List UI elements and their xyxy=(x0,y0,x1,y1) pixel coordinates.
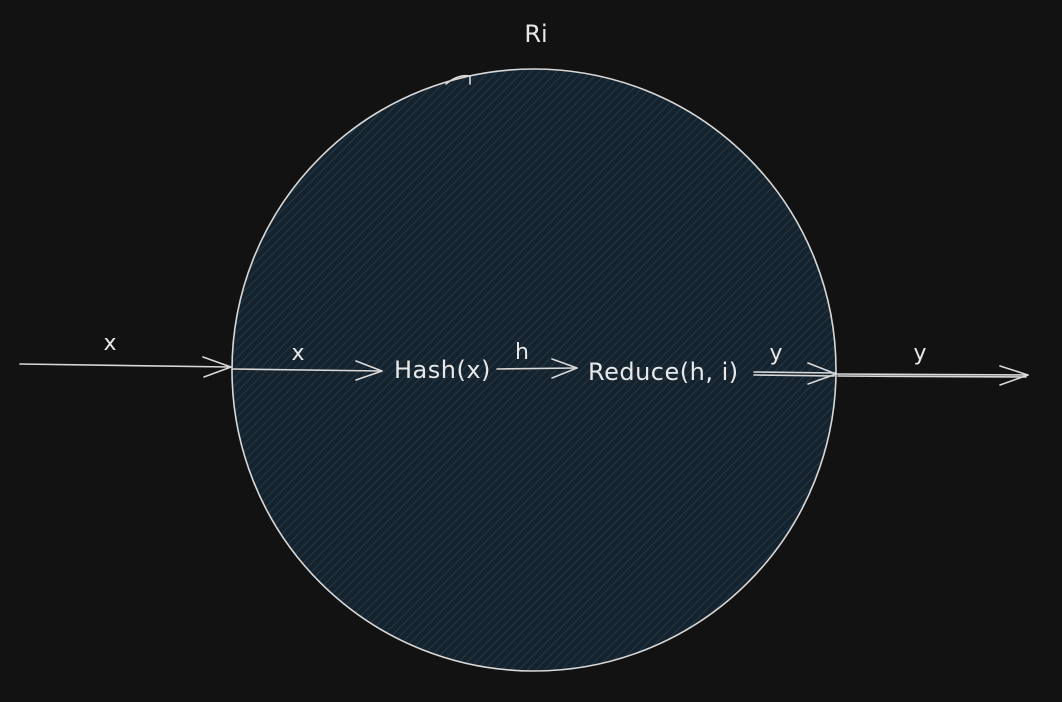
input-label-inner: x xyxy=(291,341,304,366)
circle-sketch-mark xyxy=(445,74,471,85)
arrow-to-hash xyxy=(232,360,383,381)
arrow-to-reduce xyxy=(496,358,578,379)
hash-node: Hash(x) xyxy=(394,356,491,384)
hash-output-label: h xyxy=(515,340,529,365)
output-label-outer: y xyxy=(913,341,926,366)
output-arrow xyxy=(835,365,1029,386)
output-label-inner: y xyxy=(769,341,782,366)
reduce-node: Reduce(h, i) xyxy=(588,358,739,386)
input-label-outer: x xyxy=(103,331,116,356)
round-function-circle xyxy=(231,68,837,672)
circle-title: Ri xyxy=(524,20,547,48)
input-arrow xyxy=(19,356,232,378)
